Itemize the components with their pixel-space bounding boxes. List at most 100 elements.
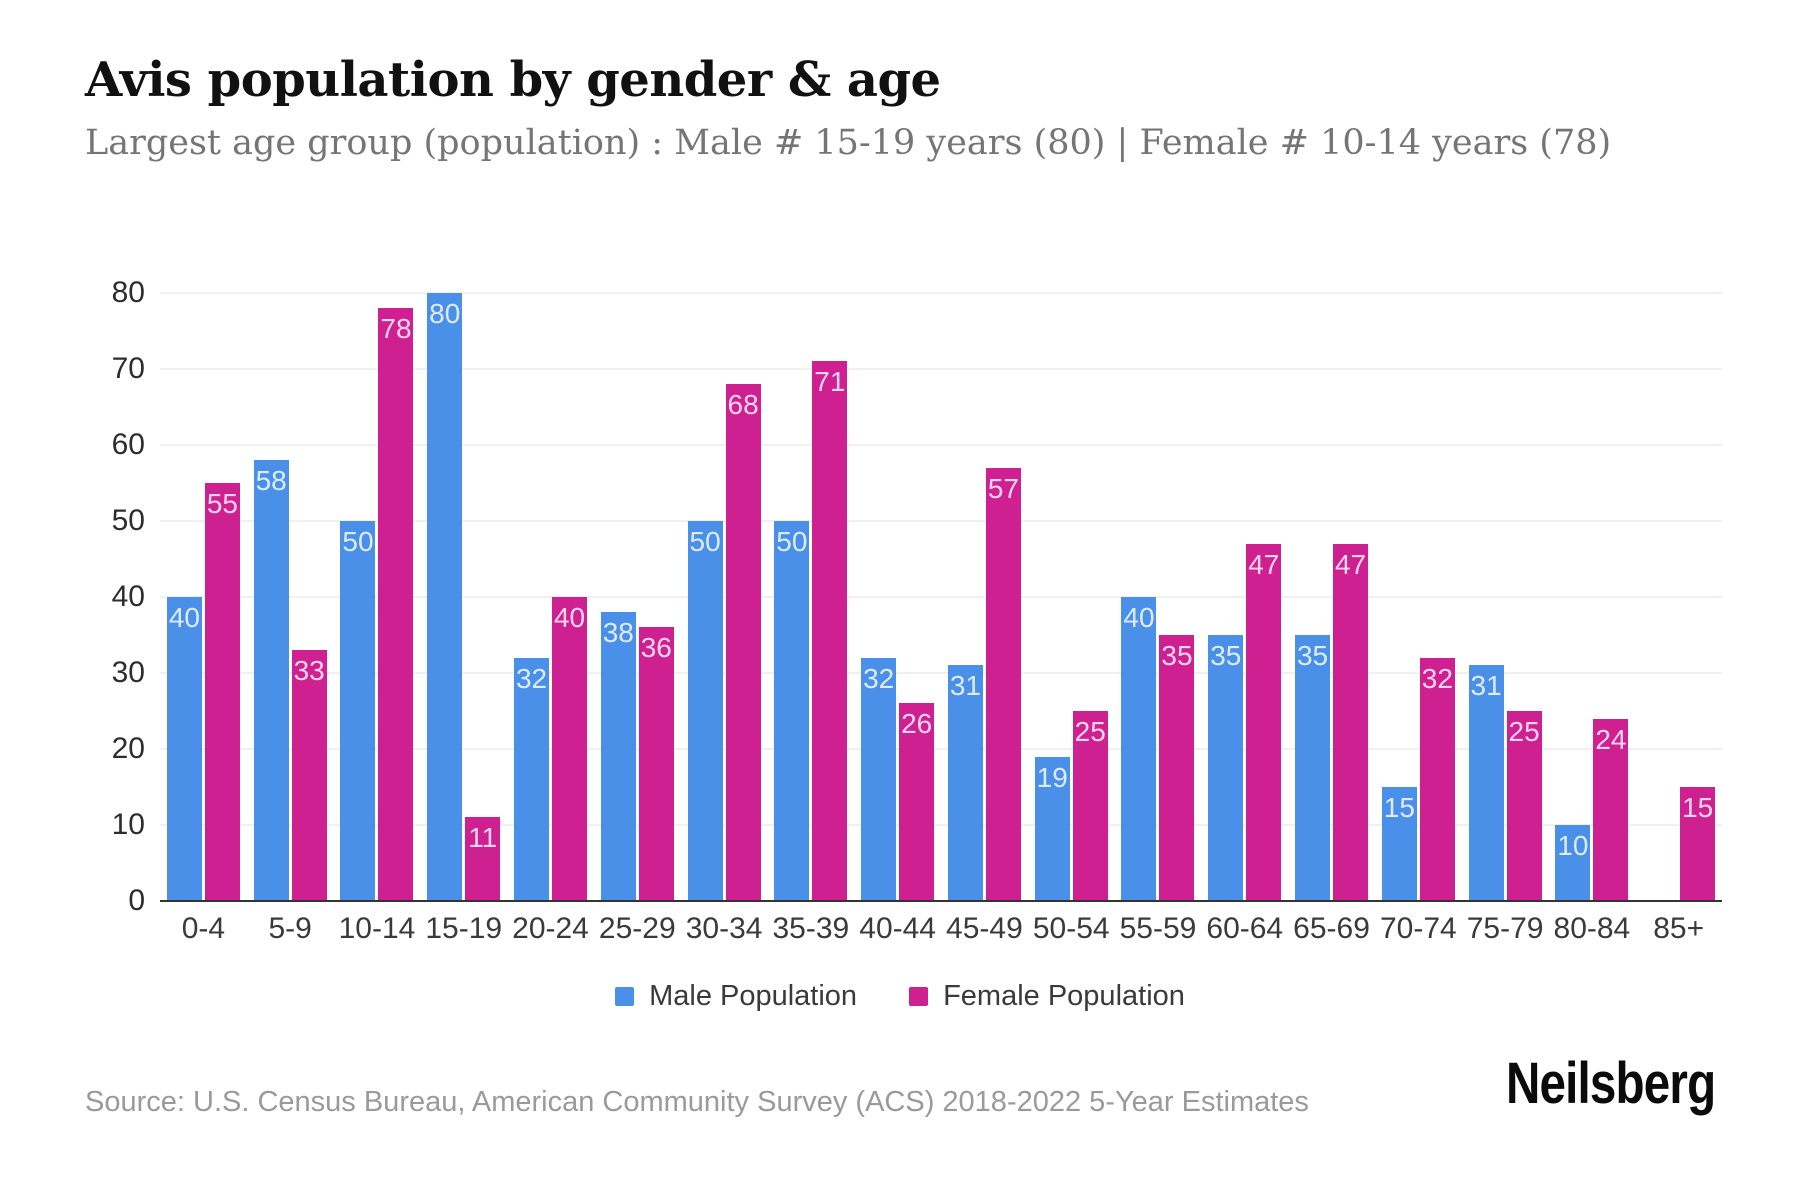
x-tick-10-14: 10-14 <box>338 912 416 945</box>
bar-value-label: 26 <box>901 708 933 739</box>
male-bar-70-74: 15 <box>1381 787 1417 901</box>
x-tick-20-24: 20-24 <box>512 912 589 945</box>
neilsberg-logo: Neilsberg <box>1505 1051 1716 1116</box>
bar-value-label: 32 <box>515 663 548 694</box>
female-bar-10-14: 78 <box>378 308 414 901</box>
chart-title: Avis population by gender & age <box>85 52 941 108</box>
bar-value-label: 32 <box>1421 663 1453 694</box>
x-axis-line <box>160 900 1722 902</box>
bar-value-label: 55 <box>206 488 238 519</box>
male-bar-25-29: 38 <box>600 612 636 901</box>
plot-area: 40 55 58 33 50 78 80 11 32 40 38 36 50 68 50 71 32 26 31 57… <box>160 292 1722 901</box>
bar-group-60-64: 35 47 <box>1201 293 1288 901</box>
bar-group-30-34: 50 68 <box>681 293 768 901</box>
female-bar-50-54: 25 <box>1072 711 1108 901</box>
bar-group-15-19: 80 11 <box>420 293 507 901</box>
bar-value-label: 25 <box>1074 716 1106 747</box>
y-tick-50: 50 <box>111 504 145 537</box>
male-bar-15-19: 80 <box>427 293 463 901</box>
female-bar-55-59: 35 <box>1159 635 1195 901</box>
bar-group-25-29: 38 36 <box>594 293 681 901</box>
bar-group-5-9: 58 33 <box>247 293 334 901</box>
gridline-50 <box>160 520 1722 522</box>
bar-value-label: 31 <box>949 670 981 701</box>
bar-value-label: 47 <box>1248 549 1280 580</box>
bar-group-20-24: 32 40 <box>507 293 594 901</box>
gridline-20 <box>160 748 1722 750</box>
male-bar-35-39: 50 <box>774 521 810 901</box>
bar-value-label: 25 <box>1508 716 1540 747</box>
source-attribution: Source: U.S. Census Bureau, American Com… <box>85 1086 1309 1118</box>
bar-group-85+: 15 <box>1635 293 1722 901</box>
male-bar-50-54: 19 <box>1034 757 1070 901</box>
x-tick-45-49: 45-49 <box>946 912 1023 945</box>
bar-value-label: 31 <box>1470 670 1502 701</box>
bars-container: 40 55 58 33 50 78 80 11 32 40 38 36 50 68 50 71 32 26 31 57… <box>160 293 1722 901</box>
bar-value-label: 35 <box>1161 640 1193 671</box>
y-tick-80: 80 <box>111 276 145 309</box>
bar-value-label: 40 <box>168 602 200 633</box>
male-bar-80-84: 10 <box>1555 825 1591 901</box>
gridline-30 <box>160 672 1722 674</box>
bar-value-label: 71 <box>814 366 846 397</box>
legend-item-female: Female Population <box>909 980 1185 1013</box>
bar-group-70-74: 15 32 <box>1375 293 1462 901</box>
x-tick-70-74: 70-74 <box>1379 912 1457 945</box>
bar-group-65-69: 35 47 <box>1288 293 1375 901</box>
x-tick-0-4: 0-4 <box>181 912 226 945</box>
male-legend-label: Male Population <box>649 980 858 1012</box>
male-bar-65-69: 35 <box>1295 635 1331 901</box>
male-bar-75-79: 31 <box>1468 665 1504 901</box>
bar-value-label: 50 <box>689 526 721 557</box>
female-legend-label: Female Population <box>943 980 1185 1012</box>
bar-value-label: 11 <box>468 822 498 853</box>
bar-value-label: 78 <box>380 313 412 344</box>
bar-group-10-14: 50 78 <box>334 293 421 901</box>
male-bar-55-59: 40 <box>1121 597 1157 901</box>
bar-value-label: 57 <box>987 473 1019 504</box>
bar-value-label: 47 <box>1334 549 1367 580</box>
bar-value-label: 68 <box>727 389 759 420</box>
female-legend-swatch <box>909 987 929 1006</box>
y-tick-60: 60 <box>111 428 145 461</box>
x-tick-35-39: 35-39 <box>772 912 850 945</box>
bar-value-label: 58 <box>255 465 287 496</box>
bar-value-label: 33 <box>293 655 325 686</box>
x-tick-60-64: 60-64 <box>1206 912 1284 945</box>
female-bar-60-64: 47 <box>1246 544 1282 901</box>
gridline-70 <box>160 368 1722 370</box>
x-tick-65-69: 65-69 <box>1293 912 1370 945</box>
female-bar-80-84: 24 <box>1593 719 1629 901</box>
female-bar-65-69: 47 <box>1333 544 1369 901</box>
male-bar-20-24: 32 <box>514 658 550 901</box>
y-tick-20: 20 <box>111 732 145 765</box>
male-bar-5-9: 58 <box>253 460 289 901</box>
x-tick-85+: 85+ <box>1653 912 1705 945</box>
bar-group-75-79: 31 25 <box>1462 293 1549 901</box>
female-bar-20-24: 40 <box>552 597 588 901</box>
female-bar-0-4: 55 <box>204 483 240 901</box>
bar-value-label: 15 <box>1383 792 1415 823</box>
female-bar-85+: 15 <box>1680 787 1716 901</box>
female-bar-25-29: 36 <box>638 627 674 901</box>
bar-value-label: 24 <box>1595 724 1627 755</box>
male-bar-0-4: 40 <box>166 597 202 901</box>
y-tick-0: 0 <box>128 884 145 917</box>
gridline-40 <box>160 596 1722 598</box>
bar-value-label: 40 <box>553 602 586 633</box>
bar-value-label: 50 <box>776 526 808 557</box>
female-bar-15-19: 11 <box>465 817 501 901</box>
bar-value-label: 80 <box>429 298 461 329</box>
female-bar-75-79: 25 <box>1506 711 1542 901</box>
bar-value-label: 38 <box>602 617 634 648</box>
bar-value-label: 36 <box>640 632 672 663</box>
bar-group-45-49: 31 57 <box>941 293 1028 901</box>
x-tick-15-19: 15-19 <box>425 912 503 945</box>
y-tick-10: 10 <box>111 808 145 841</box>
x-axis-labels: 0-4 5-9 10-14 15-19 20-24 25-29 30-34 35-39 40-4… <box>160 912 1722 946</box>
bar-value-label: 35 <box>1296 640 1329 671</box>
y-tick-40: 40 <box>111 580 145 613</box>
bar-group-40-44: 32 26 <box>854 293 941 901</box>
bar-value-label: 35 <box>1210 640 1242 671</box>
